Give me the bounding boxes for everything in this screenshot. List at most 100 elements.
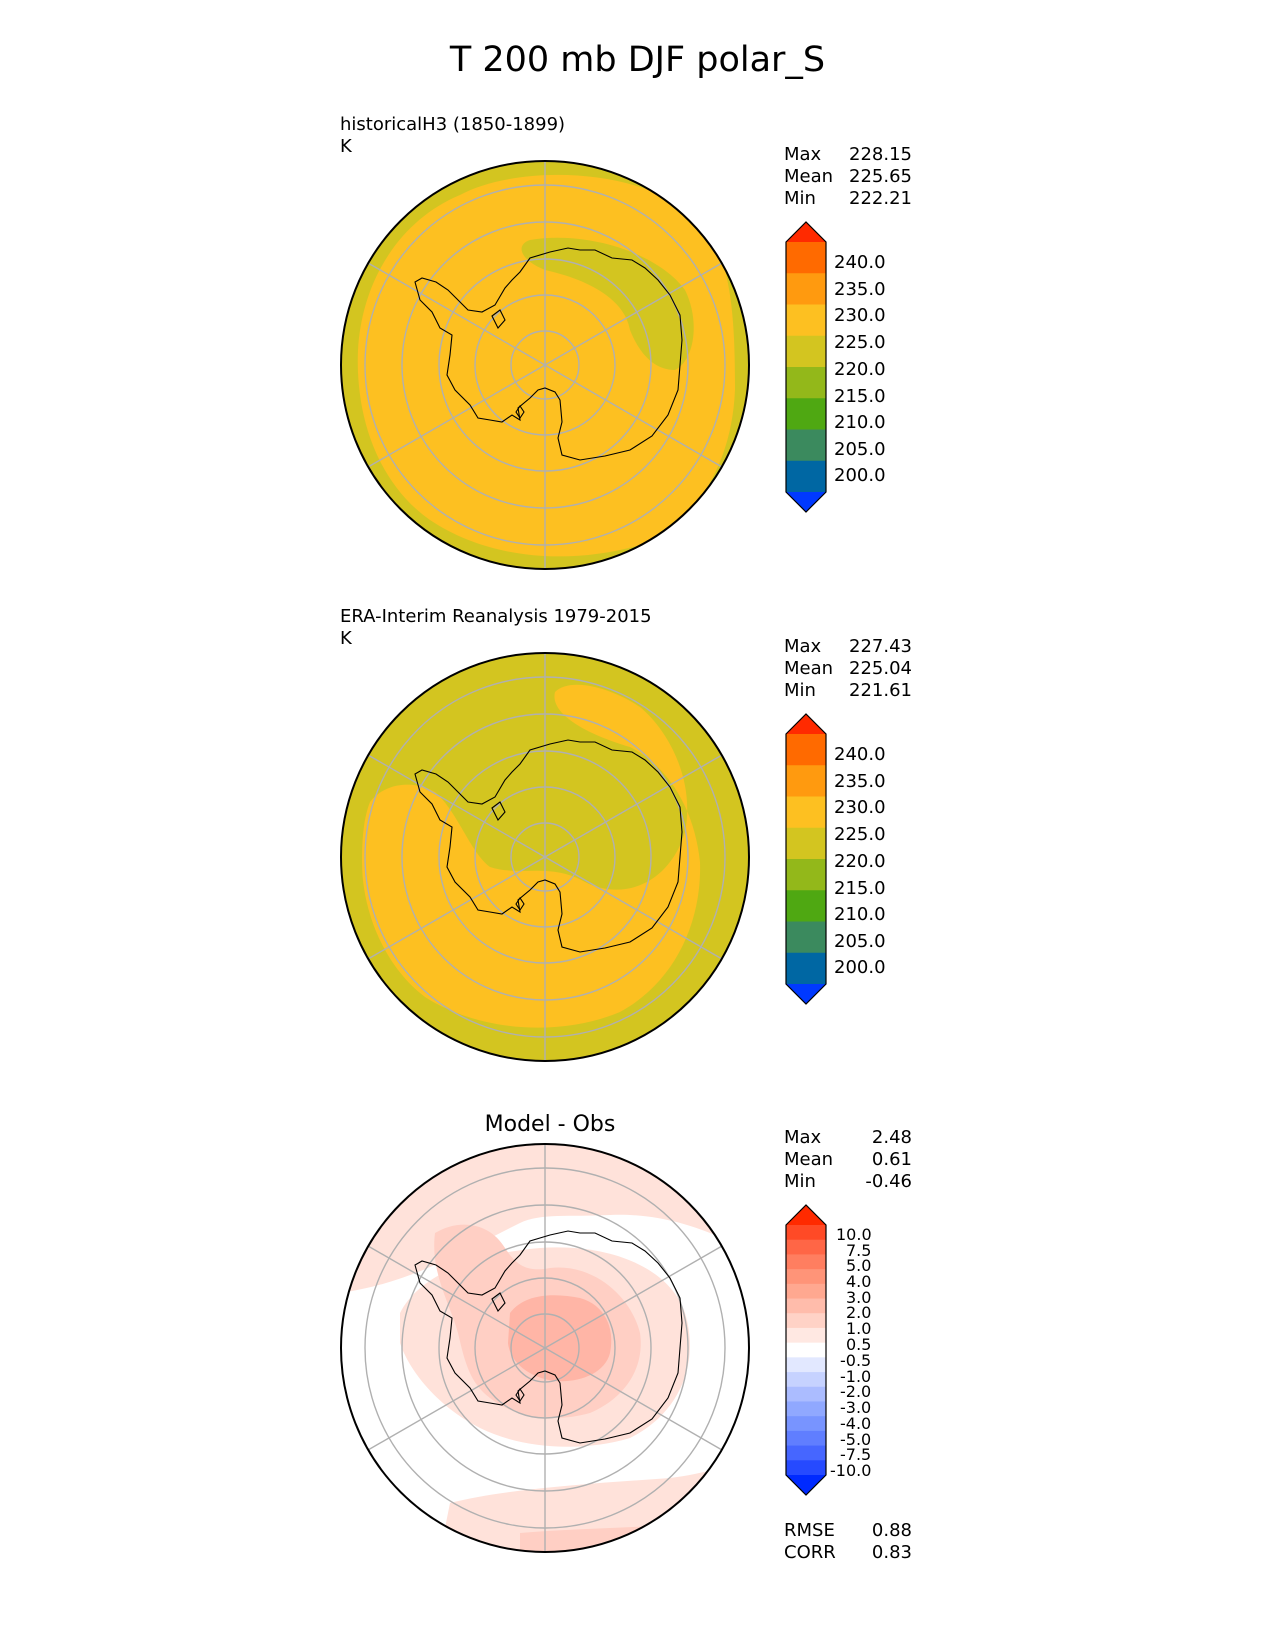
stat-label: Max <box>784 144 822 165</box>
panel-2-colorbar <box>785 713 827 1005</box>
colorbar-tick: 230.0 <box>834 305 886 326</box>
colorbar-tick: 200.0 <box>834 957 886 978</box>
colorbar-tick: 220.0 <box>834 359 886 380</box>
colorbar-swatch <box>786 304 826 337</box>
colorbar-tick: 3.0 <box>846 1288 872 1307</box>
colorbar-swatch <box>786 1254 826 1270</box>
colorbar-swatch <box>786 367 826 399</box>
colorbar-swatch <box>786 890 826 922</box>
colorbar-tick: 215.0 <box>834 878 886 899</box>
colorbar-swatch <box>786 398 826 430</box>
colorbar-swatch <box>786 859 826 891</box>
colorbar-tick: 230.0 <box>834 797 886 818</box>
colorbar-tick: 225.0 <box>834 824 886 845</box>
metric-value: 0.88 <box>871 1520 912 1541</box>
stat-value: 225.65 <box>849 166 912 187</box>
colorbar-swatch <box>786 273 826 305</box>
colorbar-tick: 5.0 <box>846 1256 872 1275</box>
stat-value: 227.43 <box>849 636 912 657</box>
map-boundary <box>340 160 750 570</box>
map-boundary <box>340 652 750 1062</box>
colorbar-tick: 240.0 <box>834 252 886 273</box>
colorbar-tick: 220.0 <box>834 851 886 872</box>
colorbar-swatch <box>786 796 826 829</box>
metric-label: CORR <box>784 1542 836 1563</box>
coastline <box>414 739 683 953</box>
graticule <box>364 653 726 1061</box>
colorbar-tick: 215.0 <box>834 386 886 407</box>
stat-value: 221.61 <box>849 680 912 701</box>
colorbar-swatch <box>786 1342 826 1358</box>
panel-3-metrics: RMSE 0.88 CORR 0.83 <box>784 1520 912 1564</box>
colorbar-tick: 205.0 <box>834 439 886 460</box>
graticule <box>364 161 726 569</box>
island-2 <box>515 1388 525 1402</box>
coastline <box>414 1230 683 1444</box>
colorbar-tick: 10.0 <box>836 1225 872 1244</box>
island-1 <box>491 801 506 821</box>
colorbar-swatch <box>786 1430 826 1447</box>
stat-value: 2.48 <box>871 1127 912 1148</box>
metric-label: RMSE <box>784 1520 835 1541</box>
panel-1-stats: Max 228.15 Mean 225.65 Min 222.21 <box>784 144 912 210</box>
panel-1-title: historicalH3 (1850-1899) <box>340 114 566 135</box>
colorbar-outline <box>785 221 827 513</box>
colorbar-swatch <box>786 460 826 493</box>
colorbar-extend-bottom <box>786 984 826 1004</box>
colorbar-swatch <box>786 827 826 860</box>
colorbar-swatch <box>786 1401 826 1417</box>
colorbar-tick: 205.0 <box>834 931 886 952</box>
colorbar-swatch <box>786 1460 826 1476</box>
panel-3-stats: Max 2.48 Mean 0.61 Min -0.46 <box>784 1127 912 1193</box>
stat-label: Mean <box>784 166 834 187</box>
colorbar-tick: 2.0 <box>846 1303 872 1322</box>
colorbar-swatch <box>786 1239 826 1255</box>
panel-3-title: Model - Obs <box>484 1112 616 1137</box>
colorbar-tick: -2.0 <box>840 1382 872 1401</box>
colorbar-swatch <box>786 952 826 985</box>
colorbar-tick: 7.5 <box>846 1241 872 1260</box>
colorbar-extend-bottom <box>786 492 826 512</box>
stat-label: Max <box>784 636 822 657</box>
panel-1-map <box>340 160 750 570</box>
figure-title: T 200 mb DJF polar_S <box>449 40 826 80</box>
colorbar-tick: -3.0 <box>840 1398 872 1417</box>
stat-value: 222.21 <box>849 188 912 209</box>
colorbar-tick: 210.0 <box>834 412 886 433</box>
colorbar-tick: 0.5 <box>846 1335 872 1354</box>
stat-label: Min <box>784 680 816 701</box>
panel-2-map <box>340 652 750 1062</box>
stat-value: 225.04 <box>849 658 912 679</box>
colorbar-swatch <box>786 1283 826 1300</box>
colorbar-swatch <box>786 1269 826 1285</box>
colorbar-swatch <box>786 1386 826 1402</box>
colorbar-swatch <box>786 1357 826 1373</box>
colorbar-swatch <box>786 335 826 368</box>
colorbar-tick: -7.5 <box>840 1445 872 1464</box>
island-1 <box>491 309 506 329</box>
panel-3-map <box>340 1143 750 1553</box>
island-2 <box>515 897 525 911</box>
panel-2-title: ERA-Interim Reanalysis 1979-2015 <box>340 606 652 627</box>
colorbar-tick: 200.0 <box>834 465 886 486</box>
stat-label: Min <box>784 188 816 209</box>
colorbar-tick: 210.0 <box>834 904 886 925</box>
colorbar-swatch <box>786 1372 826 1388</box>
island-2 <box>515 405 525 419</box>
colorbar-tick: -5.0 <box>840 1430 872 1449</box>
stat-value: -0.46 <box>865 1171 912 1192</box>
colorbar-tick: 4.0 <box>846 1272 872 1291</box>
colorbar-tick: -10.0 <box>830 1461 872 1480</box>
coastline <box>414 247 683 461</box>
colorbar-tick: 240.0 <box>834 744 886 765</box>
colorbar-tick: -0.5 <box>840 1351 872 1370</box>
island-1 <box>491 1292 506 1312</box>
colorbar-swatch <box>786 429 826 462</box>
colorbar-extend-bottom <box>786 1475 826 1495</box>
colorbar-swatch <box>786 1445 826 1461</box>
colorbar-tick: 235.0 <box>834 279 886 300</box>
field-dark-center <box>508 1295 612 1382</box>
colorbar-swatch <box>786 242 826 274</box>
stat-value: 0.61 <box>871 1149 912 1170</box>
colorbar-tick: -1.0 <box>840 1367 872 1386</box>
